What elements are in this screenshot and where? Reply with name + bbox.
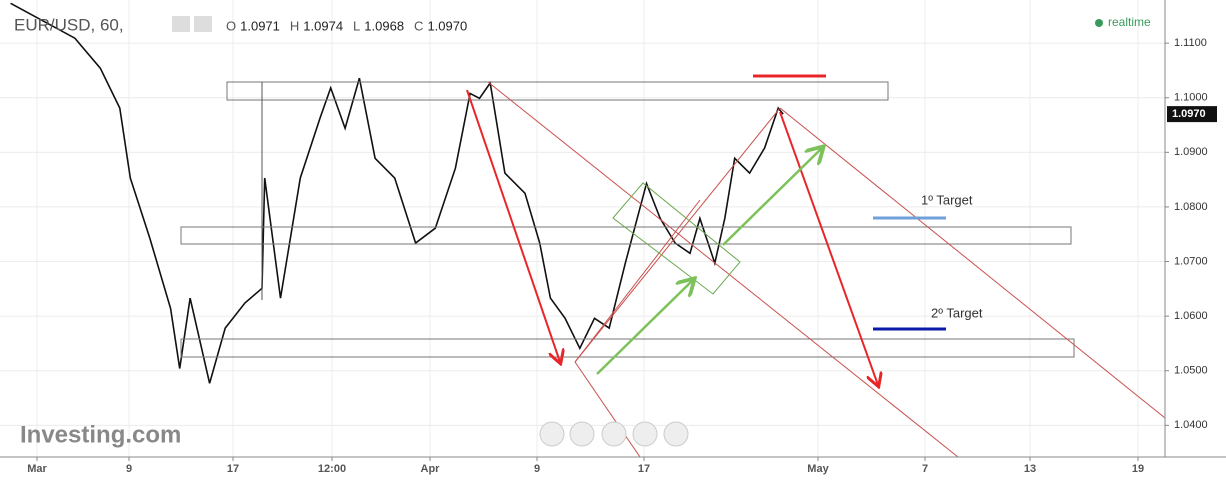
target-label: 2º Target	[931, 305, 983, 320]
y-tick-label: 1.1000	[1174, 92, 1208, 104]
y-tick-label: 1.0500	[1174, 365, 1208, 377]
y-tick-label: 1.0700	[1174, 255, 1208, 267]
arrow	[596, 280, 693, 375]
symbol: EUR/USD, 60,	[14, 15, 124, 34]
ohlc-value: 1.0974	[303, 18, 343, 33]
y-tick-label: 1.0800	[1174, 201, 1208, 213]
status: realtime	[1108, 15, 1151, 29]
button-zoom-out[interactable]	[569, 421, 595, 447]
zoom-controls	[539, 421, 689, 447]
x-tick-label: 9	[534, 463, 540, 475]
status-dot	[1095, 19, 1103, 27]
x-tick-label: 17	[227, 463, 239, 475]
y-tick-label: 1.0600	[1174, 310, 1208, 322]
x-tick-label: Apr	[421, 463, 441, 475]
middle-box	[180, 226, 1072, 245]
arrow	[466, 89, 560, 362]
price-line	[10, 2, 784, 384]
button-zoom-in[interactable]	[632, 421, 658, 447]
ohlc-value: 1.0970	[427, 18, 467, 33]
button-reset[interactable]	[601, 421, 627, 447]
ohlc-value: 1.0968	[364, 18, 404, 33]
annotations: 1º Target 2º Target	[180, 74, 1166, 458]
ohlc-key: O	[226, 18, 236, 33]
price-layer	[10, 2, 784, 384]
ohlc-key: L	[353, 18, 360, 33]
x-tick-label: Mar	[27, 463, 47, 475]
button-right[interactable]	[663, 421, 689, 447]
x-tick-label: May	[807, 463, 829, 475]
channel-line	[574, 361, 641, 458]
grid	[0, 0, 1165, 457]
x-tick-label: 7	[922, 463, 928, 475]
x-tick-label: 9	[126, 463, 132, 475]
ohlc-value: 1.0971	[240, 18, 280, 33]
ohlc-key: C	[414, 18, 423, 33]
x-tick-label: 13	[1024, 463, 1036, 475]
resistance-box	[226, 81, 889, 101]
ohlc-key: H	[290, 18, 299, 33]
icon[interactable]	[172, 16, 190, 32]
y-tick-label: 1.0900	[1174, 146, 1208, 158]
x-tick-label: 12:00	[318, 463, 346, 475]
last-price-label: 1.0970	[1172, 108, 1206, 120]
button-left[interactable]	[539, 421, 565, 447]
flag-box	[612, 182, 741, 295]
last-price-tag	[1167, 106, 1217, 123]
channel-line	[487, 81, 959, 458]
arrow	[722, 148, 822, 246]
channel-line	[574, 107, 781, 363]
icon[interactable]	[194, 16, 212, 32]
x-tick-label: 19	[1132, 463, 1144, 475]
support-box	[180, 338, 1075, 358]
y-tick-label: 1.1100	[1174, 37, 1207, 49]
y-tick-label: 1.0400	[1174, 419, 1208, 431]
target-label: 1º Target	[921, 192, 973, 207]
ohlc: O 1.0971 H 1.0974 L 1.0968 C 1.0970	[226, 18, 467, 33]
channel-line	[574, 199, 701, 363]
axis-labels: 1.0400 1.0500 1.0600 1.0700 1.0800 1.0900 1.10…	[27, 37, 1217, 475]
channel-line	[779, 107, 1166, 419]
x-tick-label: 17	[638, 463, 650, 475]
logo: Investing.com	[20, 421, 181, 448]
arrow	[779, 111, 878, 385]
